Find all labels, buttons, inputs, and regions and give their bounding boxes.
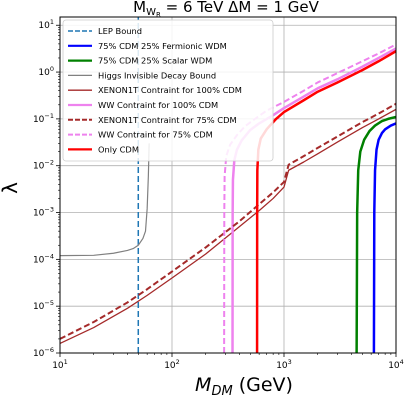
plot-frame [59,16,397,354]
legend-label: WW Contraint for 75% CDM [98,130,213,140]
y-tick-label: 101 [38,18,54,31]
legend-label: LEP Bound [98,26,142,36]
x-axis-label: MDM (GeV) [195,374,293,399]
series-line [60,108,396,345]
y-tick-label: 10−3 [33,206,54,219]
series-line [255,50,396,353]
series-line [60,102,396,340]
legend-label: XENON1T Contraint for 75% CDM [98,115,237,125]
legend-label: XENON1T Contraint for 100% CDM [98,85,242,95]
series-line [355,115,396,353]
y-tick-label: 10−6 [33,346,54,359]
series-line [372,122,396,353]
legend-box [62,19,274,162]
x-tick-label: 101 [52,358,68,371]
y-tick-label: 100 [38,65,54,78]
x-tick-label: 103 [276,358,292,371]
legend: LEP Bound 75% CDM 25% Fermionic WDM 75% CD… [62,19,274,162]
ticks: 101 102 103 104 10−6 10−5 10−4 10−3 10−2 10−1 100 1… [33,18,404,371]
legend-label: Higgs Invisible Decay Bound [98,70,216,80]
x-tick-label: 102 [164,358,180,371]
legend-label: Only CDM [98,144,139,154]
legend-label: 75% CDM 25% Scalar WDM [98,56,212,66]
chart-title: MWR = 6 TeV ΔM = 1 GeV [133,0,319,19]
y-tick-label: 10−5 [33,299,54,312]
y-tick-label: 10−4 [33,252,54,265]
legend-label: WW Contraint for 100% CDM [98,100,218,110]
series-line [60,143,150,257]
y-axis-label: λ [0,182,22,194]
legend-label: 75% CDM 25% Fermionic WDM [98,41,227,51]
y-tick-label: 10−1 [33,112,54,125]
y-tick-label: 10−2 [33,159,54,172]
x-tick-label: 104 [388,358,404,371]
